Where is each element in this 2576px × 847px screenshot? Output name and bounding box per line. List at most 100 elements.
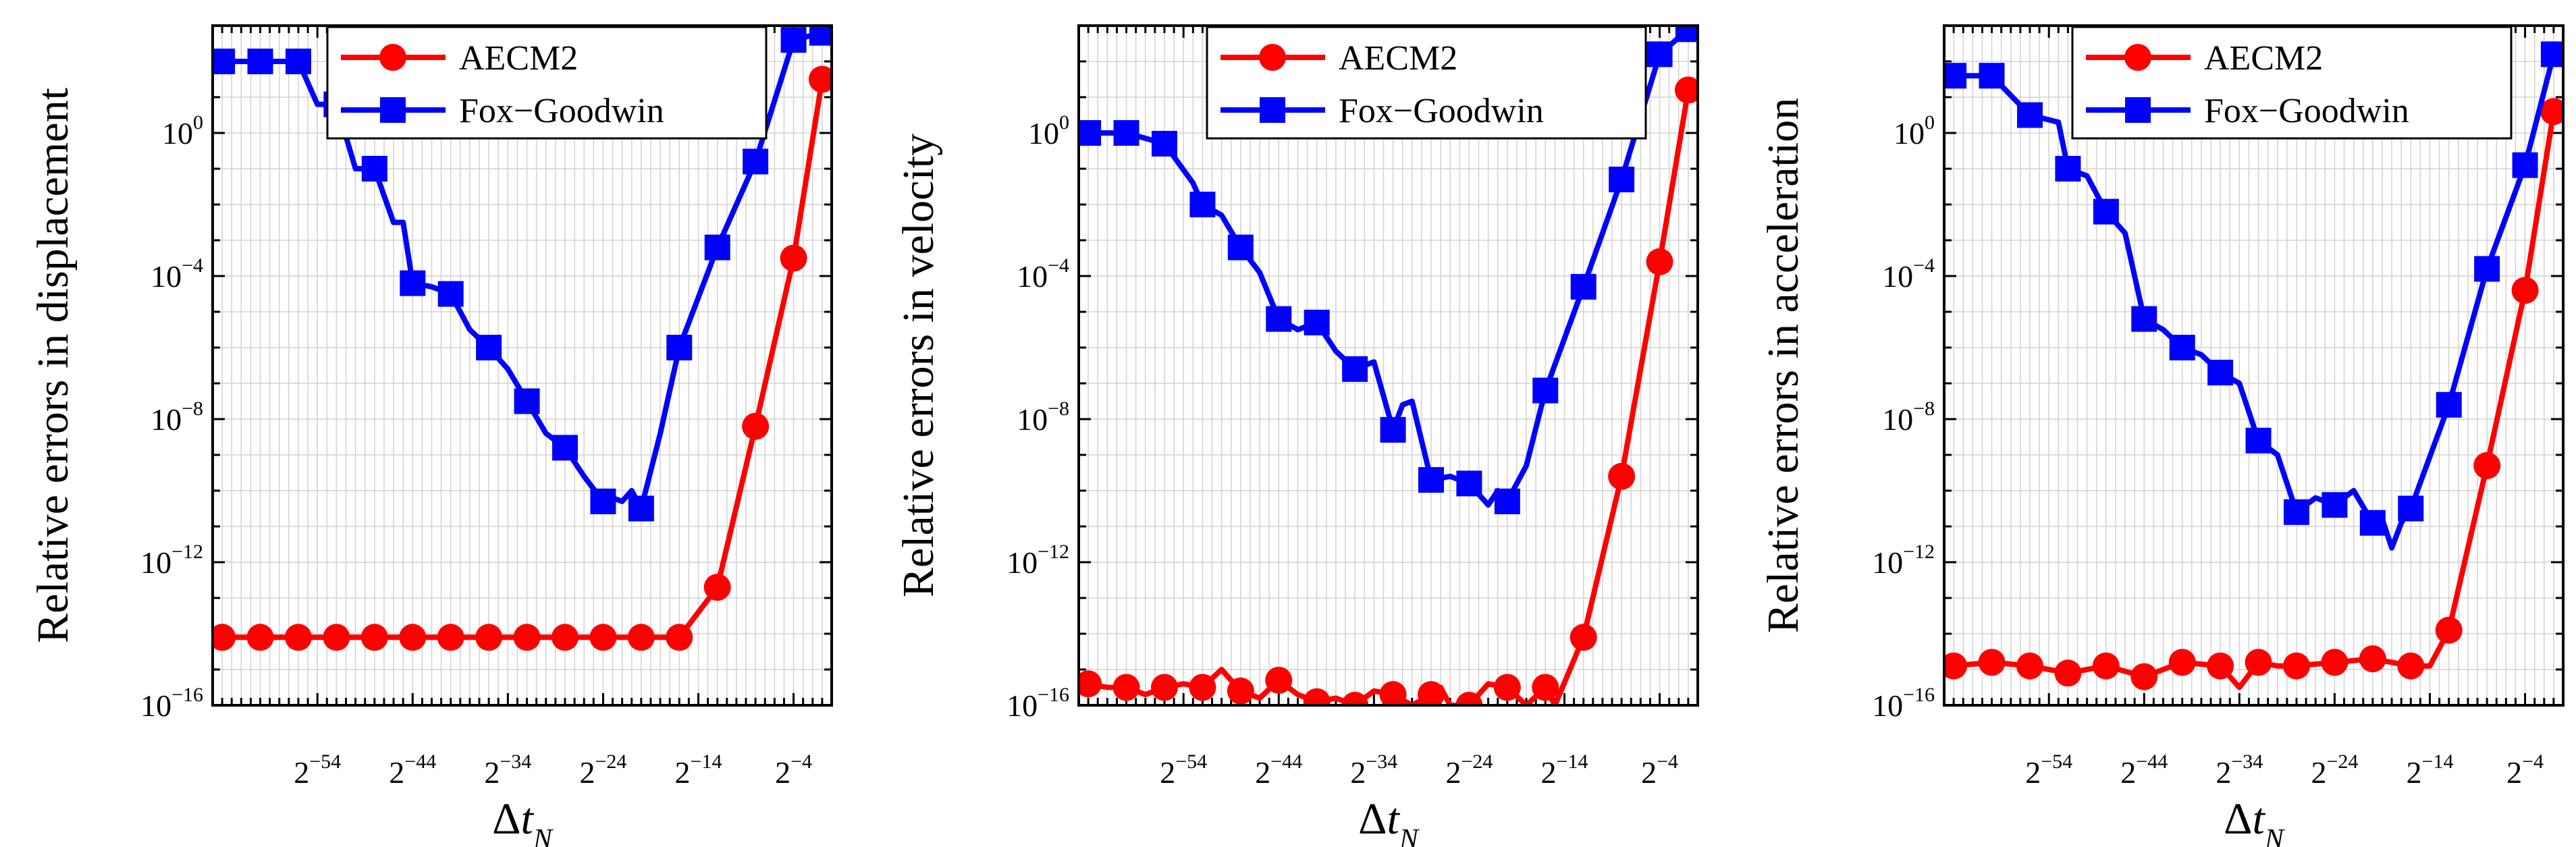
data-point-circle xyxy=(551,624,579,651)
data-point-circle xyxy=(2207,652,2234,680)
data-point-circle xyxy=(2130,663,2158,690)
data-point-circle xyxy=(1189,674,1216,701)
data-point-square xyxy=(1456,470,1482,497)
data-point-square xyxy=(1079,120,1102,146)
data-point-square xyxy=(2359,510,2386,536)
data-point-square xyxy=(2540,41,2563,67)
data-point-circle xyxy=(213,624,236,651)
data-point-square xyxy=(1570,273,1596,300)
legend-marker-circle xyxy=(1259,44,1286,71)
legend-label: AECM2 xyxy=(1339,39,1457,78)
data-point-square xyxy=(361,156,387,182)
legend-entry-fox-goodwin: Fox−Goodwin xyxy=(341,92,664,130)
x-tick-label: 2−24 xyxy=(579,750,626,790)
y-tick-label: 100 xyxy=(1028,111,1069,151)
legend: AECM2 Fox−Goodwin xyxy=(326,26,768,140)
legend-marker-circle xyxy=(379,44,406,71)
data-point-square xyxy=(1609,166,1635,192)
data-point-circle xyxy=(1379,681,1407,705)
series-fox-goodwin xyxy=(213,26,832,522)
data-point-square xyxy=(1151,130,1177,157)
data-point-square xyxy=(780,27,807,53)
data-point-square xyxy=(2131,306,2157,332)
data-point-circle xyxy=(1532,674,1559,701)
data-point-circle xyxy=(589,624,617,651)
data-point-circle xyxy=(2016,652,2043,680)
y-axis-label: Relative errors in velocity xyxy=(894,134,943,597)
data-point-circle xyxy=(808,65,832,93)
data-point-circle xyxy=(1112,674,1140,701)
data-point-circle xyxy=(2054,659,2082,687)
data-point-square xyxy=(1227,234,1254,261)
data-point-square xyxy=(2055,156,2081,182)
data-point-circle xyxy=(323,624,350,651)
data-point-circle xyxy=(2435,616,2463,644)
legend-label: Fox−Goodwin xyxy=(1339,92,1544,130)
x-tick-label: 2−24 xyxy=(1445,750,1493,790)
data-point-square xyxy=(704,234,730,261)
x-tick-label: 2−44 xyxy=(2120,750,2168,790)
legend: AECM2 Fox−Goodwin xyxy=(1206,26,1647,140)
chart-panel-3: 100 10−4 10−8 10−12 10−16 2−54 2−44 2−34 2−24 2−1… xyxy=(1759,24,2565,847)
legend: AECM2 Fox−Goodwin xyxy=(2071,26,2513,140)
chart-panel-1: 100 10−4 10−8 10−12 10−16 2−54 2−44 2−34 2−24 2−1… xyxy=(28,24,833,847)
data-point-circle xyxy=(2168,649,2196,676)
data-point-circle xyxy=(2282,652,2310,680)
data-point-square xyxy=(213,49,236,74)
y-tick-label: 10−12 xyxy=(1872,541,1935,580)
y-tick-label: 10−8 xyxy=(151,398,203,437)
data-point-circle xyxy=(475,624,503,651)
data-point-circle xyxy=(627,624,655,651)
legend-label: AECM2 xyxy=(459,39,578,78)
data-point-square xyxy=(1494,488,1520,514)
data-point-circle xyxy=(2359,645,2386,673)
y-tick-label: 10−12 xyxy=(1007,541,1069,580)
data-point-square xyxy=(2398,495,2424,522)
x-axis-label: ΔtN xyxy=(2224,794,2285,847)
plot-frame xyxy=(211,24,833,707)
data-point-circle xyxy=(437,624,464,651)
y-tick-label: 10−4 xyxy=(1882,254,1935,294)
data-point-circle xyxy=(1227,677,1254,705)
x-tick-label: 2−4 xyxy=(775,750,812,790)
data-point-square xyxy=(2283,499,2309,525)
data-point-circle xyxy=(1150,674,1178,701)
legend-label: Fox−Goodwin xyxy=(459,92,664,130)
data-point-circle xyxy=(2321,649,2349,676)
data-point-square xyxy=(476,335,502,360)
x-tick-label: 2−14 xyxy=(675,750,722,790)
x-axis-label: ΔtN xyxy=(1358,794,1420,847)
data-point-square xyxy=(2436,391,2462,418)
data-point-circle xyxy=(1646,248,1673,275)
x-tick-label: 2−54 xyxy=(2025,750,2072,790)
y-tick-label: 10−4 xyxy=(1017,254,1069,294)
y-tick-label: 10−16 xyxy=(1872,684,1935,723)
data-point-square xyxy=(400,270,426,296)
data-point-circle xyxy=(1674,76,1698,104)
data-point-circle xyxy=(1455,692,1483,705)
data-point-circle xyxy=(1303,688,1331,705)
y-tick-label: 10−16 xyxy=(1007,684,1069,723)
x-tick-label: 2−14 xyxy=(2407,750,2454,790)
data-point-circle xyxy=(1079,670,1102,698)
legend-marker-square xyxy=(1260,97,1285,123)
x-tick-label: 2−54 xyxy=(294,750,341,790)
data-point-circle xyxy=(360,624,388,651)
legend-marker-square xyxy=(2125,97,2151,123)
x-tick-label: 2−14 xyxy=(1541,750,1588,790)
data-point-circle xyxy=(1944,652,1968,680)
data-point-square xyxy=(285,49,311,74)
legend-entry-fox-goodwin: Fox−Goodwin xyxy=(1220,92,1544,130)
data-point-circle xyxy=(2540,98,2563,126)
data-point-square xyxy=(514,388,540,414)
legend-marker-square xyxy=(380,97,406,123)
x-tick-label: 2−44 xyxy=(389,750,436,790)
y-tick-label: 100 xyxy=(1894,111,1935,151)
y-tick-label: 10−8 xyxy=(1017,398,1069,437)
data-point-square xyxy=(1113,120,1139,146)
data-point-circle xyxy=(2092,652,2120,680)
data-point-square xyxy=(666,335,693,360)
data-point-circle xyxy=(513,624,541,651)
x-tick-label: 2−4 xyxy=(1641,750,1678,790)
plot-area xyxy=(213,26,832,651)
